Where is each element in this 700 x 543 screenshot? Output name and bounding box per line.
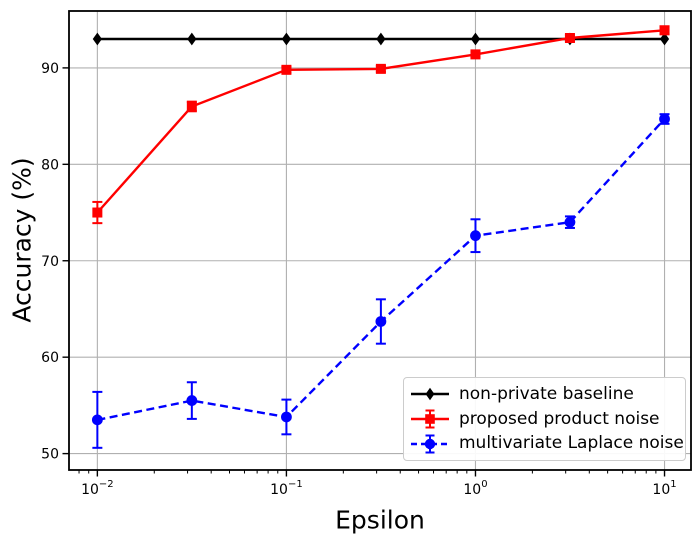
square-marker — [659, 25, 670, 36]
legend-glyph-proposed-product-noise — [411, 409, 449, 429]
x-tick-label: 100 — [463, 479, 487, 498]
x-tick-label: 101 — [652, 479, 676, 498]
x-tick-label: 10−1 — [270, 479, 303, 498]
legend-circle-marker — [424, 438, 436, 449]
square-marker — [281, 64, 292, 75]
y-tick-label: 70 — [41, 254, 59, 270]
legend: non-private baseline proposed product no… — [403, 377, 686, 461]
square-marker — [470, 49, 481, 60]
circle-marker — [470, 230, 481, 242]
diamond-marker — [376, 32, 386, 46]
legend-item-non-private-baseline: non-private baseline — [410, 382, 679, 407]
legend-glyph-multivariate-laplace-noise — [411, 434, 449, 454]
legend-square-marker — [425, 414, 435, 424]
circle-marker — [375, 316, 387, 327]
series-non-private-baseline — [92, 32, 670, 46]
y-axis-label: Accuracy (%) — [7, 157, 37, 323]
square-marker — [375, 63, 386, 74]
square-marker — [92, 207, 103, 218]
x-axis-label: Epsilon — [335, 505, 425, 535]
diamond-marker — [92, 32, 102, 46]
square-marker — [564, 33, 575, 43]
legend-item-multivariate-laplace-noise: multivariate Laplace noise — [410, 431, 684, 456]
legend-label-non-private-baseline: non-private baseline — [459, 383, 634, 404]
y-tick-label: 80 — [41, 157, 59, 173]
diamond-marker — [187, 32, 197, 46]
plot-border — [68, 10, 692, 471]
legend-item-proposed-product-noise: proposed product noise — [410, 407, 679, 432]
legend-label-multivariate-laplace-noise: multivariate Laplace noise — [459, 433, 684, 454]
axes-ticks: 10−2 10−1 100 101 50 60 70 80 90 — [41, 61, 676, 498]
series-multivariate-laplace-noise — [91, 113, 670, 449]
circle-marker — [659, 113, 670, 125]
series-line — [96, 29, 665, 214]
circle-marker — [186, 395, 198, 406]
circle-marker — [91, 414, 103, 426]
x-tick-label: 10−2 — [81, 479, 114, 498]
square-marker — [186, 101, 197, 112]
y-tick-label: 50 — [41, 447, 59, 463]
y-tick-label: 90 — [41, 61, 59, 77]
diamond-marker — [659, 32, 670, 46]
legend-label-proposed-product-noise: proposed product noise — [459, 408, 660, 429]
circle-marker — [564, 216, 576, 228]
circle-marker — [281, 411, 292, 423]
legend-glyph-non-private-baseline — [411, 388, 449, 401]
y-tick-label: 60 — [41, 350, 59, 366]
diamond-marker — [470, 32, 481, 46]
diamond-marker — [281, 32, 292, 46]
series-proposed-product-noise — [92, 25, 670, 225]
legend-diamond-marker — [425, 388, 435, 401]
